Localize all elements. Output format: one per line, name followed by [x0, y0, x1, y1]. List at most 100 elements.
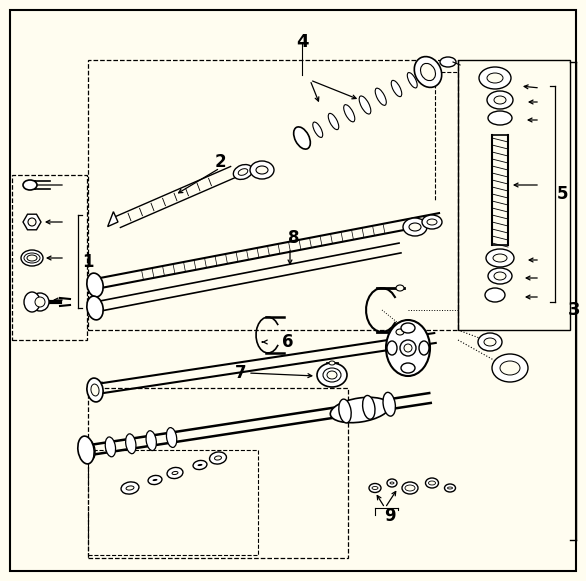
Text: 5: 5	[557, 185, 569, 203]
Ellipse shape	[404, 344, 412, 352]
Ellipse shape	[405, 485, 415, 491]
Ellipse shape	[146, 431, 156, 450]
Text: 3: 3	[568, 301, 580, 319]
Text: 2: 2	[214, 153, 226, 171]
Ellipse shape	[440, 57, 456, 67]
Ellipse shape	[488, 268, 512, 284]
Ellipse shape	[214, 456, 222, 460]
Ellipse shape	[31, 293, 49, 311]
Ellipse shape	[193, 460, 207, 469]
Ellipse shape	[328, 113, 339, 130]
Ellipse shape	[91, 384, 99, 396]
Ellipse shape	[387, 341, 397, 355]
Ellipse shape	[383, 392, 396, 416]
Ellipse shape	[391, 80, 402, 96]
Ellipse shape	[414, 56, 442, 87]
Ellipse shape	[390, 482, 394, 484]
Ellipse shape	[422, 215, 442, 229]
Ellipse shape	[494, 272, 506, 280]
Ellipse shape	[87, 378, 103, 402]
Ellipse shape	[401, 323, 415, 333]
Ellipse shape	[317, 363, 347, 387]
Ellipse shape	[484, 338, 496, 346]
Text: 1: 1	[82, 253, 94, 271]
Ellipse shape	[369, 483, 381, 493]
Ellipse shape	[125, 434, 136, 454]
Ellipse shape	[403, 218, 427, 236]
Ellipse shape	[402, 482, 418, 494]
Ellipse shape	[448, 487, 452, 489]
Ellipse shape	[493, 254, 507, 262]
Ellipse shape	[35, 297, 45, 307]
Text: 4: 4	[296, 33, 308, 51]
Ellipse shape	[339, 399, 351, 423]
Ellipse shape	[419, 341, 429, 355]
Ellipse shape	[492, 354, 528, 382]
Ellipse shape	[375, 88, 386, 105]
Ellipse shape	[487, 91, 513, 109]
Ellipse shape	[87, 296, 103, 320]
Ellipse shape	[423, 64, 432, 79]
Ellipse shape	[488, 111, 512, 125]
Ellipse shape	[239, 168, 248, 175]
Ellipse shape	[500, 361, 520, 375]
Ellipse shape	[445, 484, 455, 492]
Ellipse shape	[344, 105, 355, 122]
Text: 7: 7	[234, 364, 246, 382]
Ellipse shape	[425, 478, 438, 488]
Ellipse shape	[387, 479, 397, 487]
Ellipse shape	[78, 436, 94, 464]
Ellipse shape	[401, 363, 415, 373]
Ellipse shape	[486, 249, 514, 267]
Ellipse shape	[85, 440, 95, 460]
Ellipse shape	[421, 63, 435, 81]
Ellipse shape	[323, 368, 341, 382]
Ellipse shape	[407, 73, 417, 88]
Ellipse shape	[363, 396, 375, 419]
Ellipse shape	[210, 452, 226, 464]
Ellipse shape	[396, 329, 404, 335]
Polygon shape	[23, 214, 41, 230]
Ellipse shape	[494, 96, 506, 104]
Ellipse shape	[105, 437, 115, 457]
Text: 8: 8	[288, 229, 300, 247]
Bar	[88, 388, 348, 558]
Ellipse shape	[87, 273, 103, 297]
Ellipse shape	[396, 285, 404, 291]
Ellipse shape	[297, 131, 306, 145]
Ellipse shape	[24, 292, 40, 312]
Ellipse shape	[372, 486, 378, 490]
Ellipse shape	[329, 361, 335, 365]
Ellipse shape	[428, 481, 435, 485]
Bar	[88, 60, 458, 330]
Ellipse shape	[256, 166, 268, 174]
Ellipse shape	[166, 428, 177, 447]
Bar	[88, 450, 258, 555]
Ellipse shape	[23, 180, 37, 190]
Ellipse shape	[327, 371, 337, 379]
Ellipse shape	[172, 471, 178, 475]
Text: 9: 9	[384, 507, 396, 525]
Bar	[12, 175, 87, 340]
Ellipse shape	[313, 122, 323, 138]
Ellipse shape	[485, 288, 505, 302]
Ellipse shape	[427, 219, 437, 225]
Ellipse shape	[386, 320, 430, 376]
Ellipse shape	[27, 255, 37, 261]
Ellipse shape	[153, 479, 157, 480]
Text: 6: 6	[282, 333, 294, 351]
Ellipse shape	[478, 333, 502, 351]
Ellipse shape	[409, 223, 421, 231]
Bar	[458, 60, 570, 330]
Ellipse shape	[359, 96, 371, 114]
Ellipse shape	[487, 73, 503, 83]
Ellipse shape	[167, 468, 183, 479]
Ellipse shape	[294, 127, 311, 149]
Ellipse shape	[121, 482, 139, 494]
Ellipse shape	[148, 475, 162, 485]
Ellipse shape	[126, 486, 134, 490]
Polygon shape	[108, 211, 118, 227]
Ellipse shape	[479, 67, 511, 89]
Ellipse shape	[233, 164, 253, 180]
Ellipse shape	[198, 464, 202, 465]
